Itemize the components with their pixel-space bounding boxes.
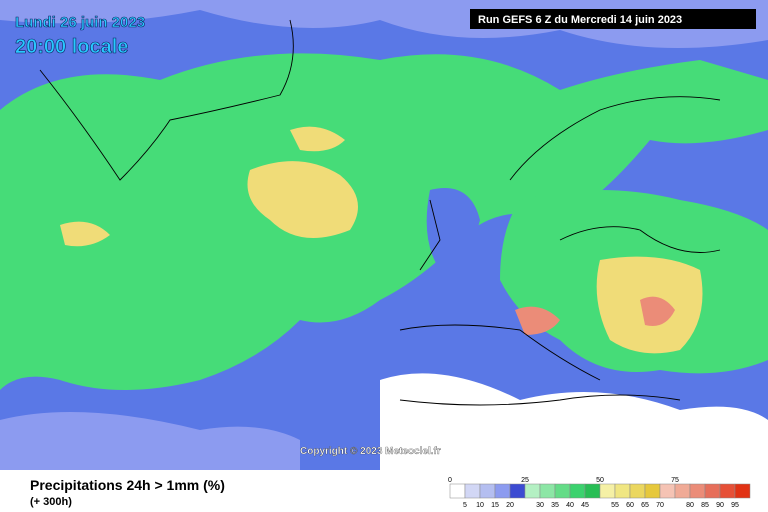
scale-major-label: 25 <box>521 477 529 484</box>
scale-minor-label: 80 <box>686 502 694 509</box>
color-scale: 0 25 50 75 5 10 15 20 30 35 40 45 55 60 65 70 80 85 90 95 <box>448 477 751 509</box>
scale-swatch <box>614 483 631 499</box>
scale-swatch <box>599 483 616 499</box>
scale-major-label: 75 <box>671 477 679 484</box>
scale-minor-label: 40 <box>566 502 574 509</box>
scale-swatch <box>479 483 496 499</box>
map <box>0 0 768 470</box>
scale-swatch <box>659 483 676 499</box>
scale-minor-label: 55 <box>611 502 619 509</box>
scale-minor-label: 90 <box>716 502 724 509</box>
scale-swatch <box>734 483 751 499</box>
scale-minor-label: 10 <box>476 502 484 509</box>
scale-minor-label: 15 <box>491 502 499 509</box>
scale-minor-label: 35 <box>551 502 559 509</box>
scale-major-label: 50 <box>596 477 604 484</box>
scale-minor-label: 45 <box>581 502 589 509</box>
scale-swatch <box>554 483 571 499</box>
scale-swatch <box>539 483 556 499</box>
copyright: Copyright © 2023 Meteociel.fr <box>300 446 441 457</box>
scale-swatch <box>569 483 586 499</box>
scale-swatch <box>464 483 481 499</box>
scale-minor-label: 85 <box>701 502 709 509</box>
scale-swatch <box>719 483 736 499</box>
scale-swatch <box>509 483 526 499</box>
time: 20:00 locale <box>15 36 128 58</box>
scale-swatch <box>629 483 646 499</box>
scale-swatch <box>704 483 721 499</box>
scale-minor-label: 65 <box>641 502 649 509</box>
legend-subtitle: (+ 300h) <box>30 496 72 508</box>
scale-swatch <box>689 483 706 499</box>
scale-swatch <box>584 483 601 499</box>
scale-minor-label: 70 <box>656 502 664 509</box>
scale-swatch <box>449 483 466 499</box>
scale-major-label: 0 <box>448 477 452 484</box>
scale-minor-label: 60 <box>626 502 634 509</box>
scale-minor-label: 30 <box>536 502 544 509</box>
scale-swatch <box>524 483 541 499</box>
run-info: Run GEFS 6 Z du Mercredi 14 juin 2023 <box>478 14 682 26</box>
run-box <box>470 9 756 29</box>
legend-title: Precipitations 24h > 1mm (%) <box>30 477 225 493</box>
scale-minor-label: 5 <box>463 502 467 509</box>
scale-swatch <box>674 483 691 499</box>
scale-minor-label: 20 <box>506 502 514 509</box>
scale-minor-label: 95 <box>731 502 739 509</box>
date: Lundi 26 juin 2023 <box>15 14 145 31</box>
scale-swatch <box>644 483 661 499</box>
scale-swatch <box>494 483 511 499</box>
